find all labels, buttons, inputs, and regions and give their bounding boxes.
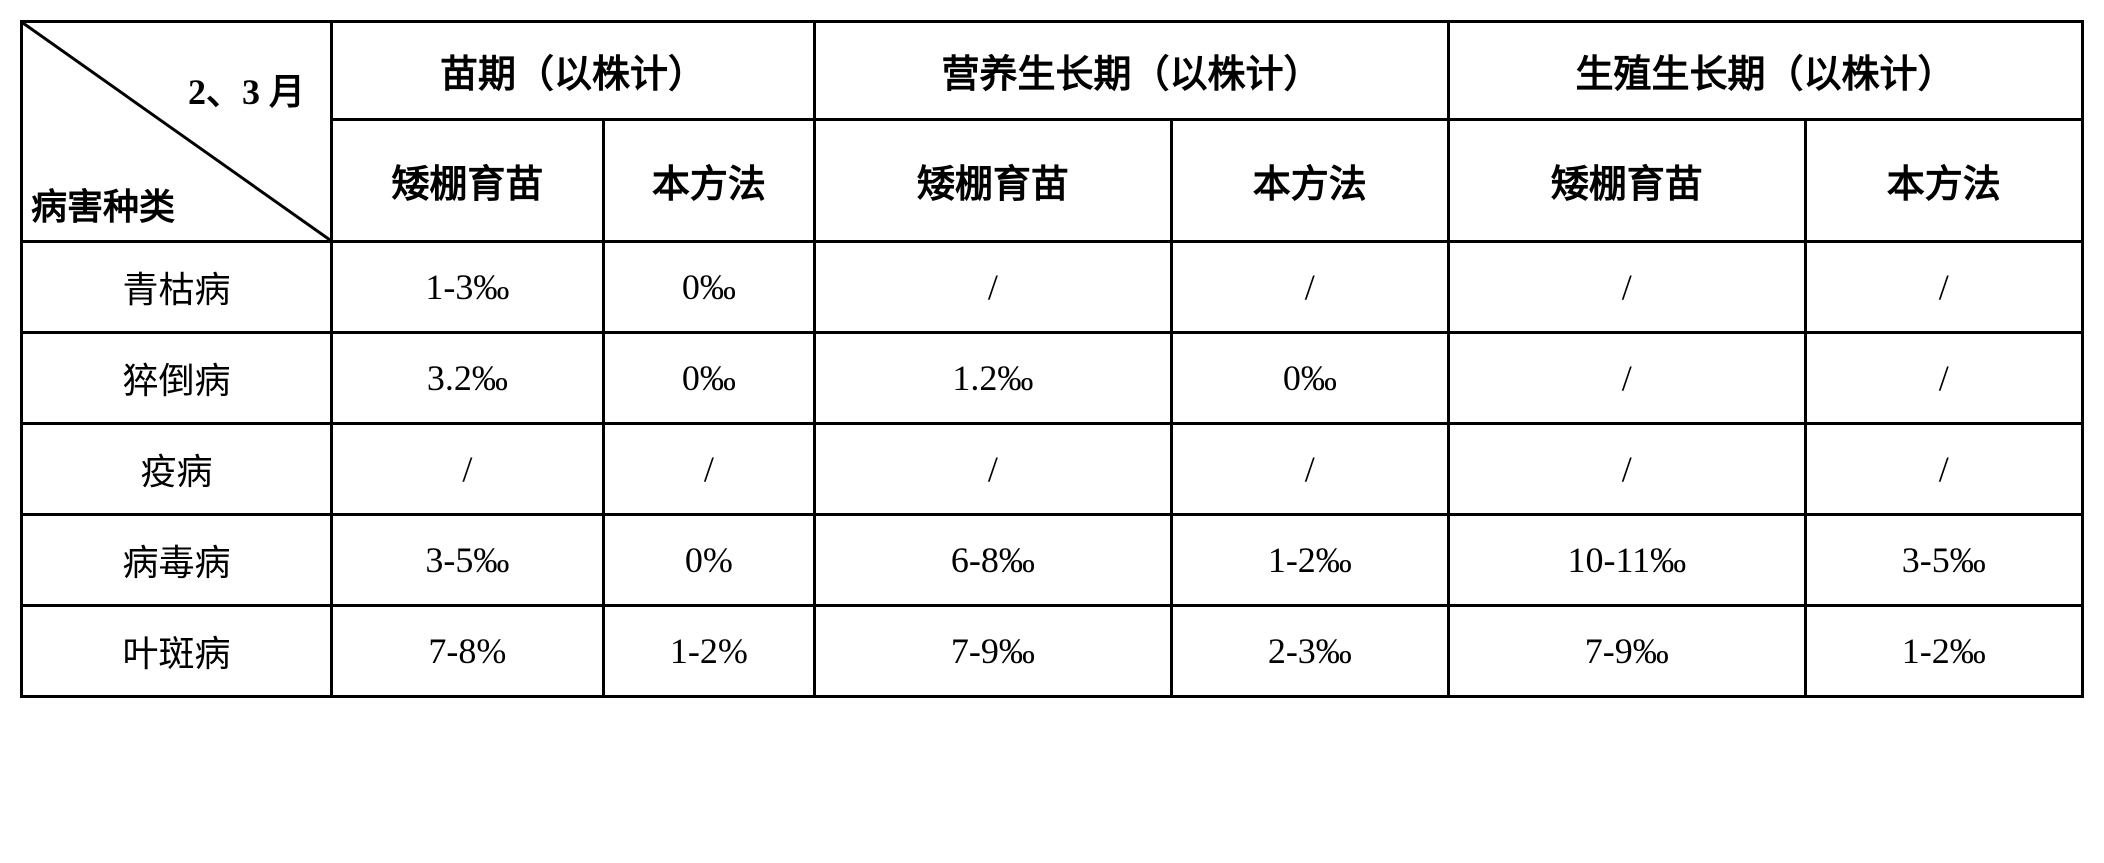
stage-header-seedling: 苗期（以株计） xyxy=(332,22,815,120)
table-row: 叶斑病 7-8% 1-2% 7-9‰ 2-3‰ 7-9‰ 1-2‰ xyxy=(22,606,2083,697)
data-cell: / xyxy=(1805,242,2082,333)
data-cell: / xyxy=(815,424,1172,515)
table-row: 青枯病 1-3‰ 0‰ / / / / xyxy=(22,242,2083,333)
disease-label: 青枯病 xyxy=(22,242,332,333)
data-cell: 1-2‰ xyxy=(1805,606,2082,697)
data-cell: 1-2% xyxy=(603,606,814,697)
data-cell: / xyxy=(1449,424,1806,515)
data-cell: 0‰ xyxy=(603,333,814,424)
data-cell: / xyxy=(1805,424,2082,515)
method-header: 本方法 xyxy=(603,119,814,241)
data-cell: 7-8% xyxy=(332,606,604,697)
data-cell: 2-3‰ xyxy=(1171,606,1448,697)
data-cell: 3.2‰ xyxy=(332,333,604,424)
data-cell: 0‰ xyxy=(603,242,814,333)
data-cell: 1-2‰ xyxy=(1171,515,1448,606)
corner-bottom-label: 病害种类 xyxy=(31,178,175,230)
data-cell: / xyxy=(603,424,814,515)
stage-header-reproductive: 生殖生长期（以株计） xyxy=(1449,22,2083,120)
method-header: 矮棚育苗 xyxy=(332,119,604,241)
disease-label: 疫病 xyxy=(22,424,332,515)
disease-comparison-table: 2、3 月 病害种类 苗期（以株计） 营养生长期（以株计） 生殖生长期（以株计）… xyxy=(20,20,2084,698)
data-cell: 7-9‰ xyxy=(1449,606,1806,697)
data-cell: 3-5‰ xyxy=(332,515,604,606)
disease-label: 猝倒病 xyxy=(22,333,332,424)
data-cell: 1.2‰ xyxy=(815,333,1172,424)
header-row-1: 2、3 月 病害种类 苗期（以株计） 营养生长期（以株计） 生殖生长期（以株计） xyxy=(22,22,2083,120)
data-cell: / xyxy=(1805,333,2082,424)
disease-label: 病毒病 xyxy=(22,515,332,606)
method-header: 本方法 xyxy=(1171,119,1448,241)
data-cell: / xyxy=(1171,242,1448,333)
table-row: 疫病 / / / / / / xyxy=(22,424,2083,515)
corner-cell: 2、3 月 病害种类 xyxy=(22,22,332,242)
stage-header-vegetative: 营养生长期（以株计） xyxy=(815,22,1449,120)
method-header: 本方法 xyxy=(1805,119,2082,241)
data-cell: / xyxy=(1449,242,1806,333)
data-cell: 6-8‰ xyxy=(815,515,1172,606)
data-cell: / xyxy=(332,424,604,515)
table-row: 病毒病 3-5‰ 0% 6-8‰ 1-2‰ 10-11‰ 3-5‰ xyxy=(22,515,2083,606)
data-cell: 1-3‰ xyxy=(332,242,604,333)
table-row: 猝倒病 3.2‰ 0‰ 1.2‰ 0‰ / / xyxy=(22,333,2083,424)
data-cell: 7-9‰ xyxy=(815,606,1172,697)
corner-top-label: 2、3 月 xyxy=(188,63,305,115)
data-cell: 0‰ xyxy=(1171,333,1448,424)
method-header: 矮棚育苗 xyxy=(815,119,1172,241)
data-cell: 10-11‰ xyxy=(1449,515,1806,606)
data-cell: 3-5‰ xyxy=(1805,515,2082,606)
data-cell: 0% xyxy=(603,515,814,606)
method-header: 矮棚育苗 xyxy=(1449,119,1806,241)
disease-label: 叶斑病 xyxy=(22,606,332,697)
data-cell: / xyxy=(815,242,1172,333)
data-cell: / xyxy=(1449,333,1806,424)
data-cell: / xyxy=(1171,424,1448,515)
